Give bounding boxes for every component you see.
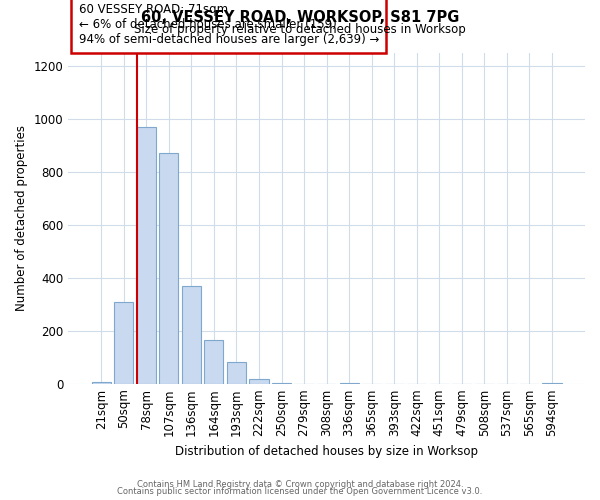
Text: Contains HM Land Registry data © Crown copyright and database right 2024.: Contains HM Land Registry data © Crown c… (137, 480, 463, 489)
Text: Size of property relative to detached houses in Worksop: Size of property relative to detached ho… (134, 22, 466, 36)
Y-axis label: Number of detached properties: Number of detached properties (15, 125, 28, 311)
Bar (159, 153, 178, 384)
Bar (205, 340, 223, 384)
Text: Contains public sector information licensed under the Open Government Licence v3: Contains public sector information licen… (118, 487, 482, 496)
X-axis label: Distribution of detached houses by size in Worksop: Distribution of detached houses by size … (175, 444, 478, 458)
Bar (542, 383, 562, 384)
Bar (272, 383, 291, 384)
Bar (340, 383, 359, 384)
Bar (227, 362, 246, 384)
Text: 60, VESSEY ROAD, WORKSOP, S81 7PG: 60, VESSEY ROAD, WORKSOP, S81 7PG (141, 10, 459, 25)
Text: 60 VESSEY ROAD: 71sqm
← 6% of detached houses are smaller (159)
94% of semi-deta: 60 VESSEY ROAD: 71sqm ← 6% of detached h… (79, 3, 379, 46)
Bar (92, 382, 111, 384)
Bar (182, 286, 201, 384)
Bar (114, 302, 133, 384)
Bar (250, 379, 269, 384)
Bar (137, 126, 156, 384)
